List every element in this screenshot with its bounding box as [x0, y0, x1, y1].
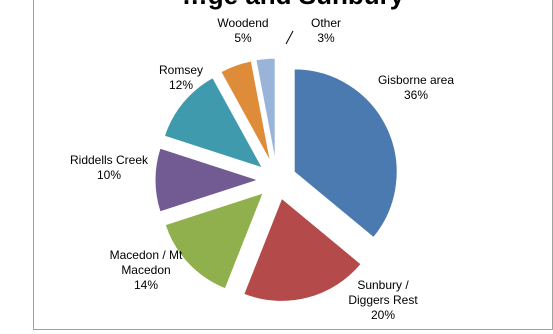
- pie-slice-gisborne-area: [293, 68, 398, 239]
- pie-slice-macedon-mt-macedon: [164, 192, 265, 290]
- slice-label: Gisborne area 36%: [378, 73, 454, 102]
- slice-label: Romsey 12%: [159, 63, 203, 92]
- pie-slice-woodend: [220, 60, 272, 163]
- pie-slice-sunbury-diggers-rest: [243, 197, 362, 302]
- slice-label: Other 3%: [311, 16, 341, 45]
- pie-slice-other: [255, 57, 276, 162]
- chart-title: …ge and Sunbury: [33, 0, 553, 11]
- pie-slice-romsey: [163, 76, 264, 169]
- slice-label: Sunbury / Diggers Rest 20%: [348, 278, 418, 322]
- slice-label: Woodend 5%: [217, 16, 268, 45]
- slice-label: Macedon / Mt Macedon 14%: [110, 248, 183, 292]
- pie-slice-riddells-creek: [154, 147, 260, 213]
- other-leader-line: [285, 30, 294, 45]
- slice-label: Riddells Creek 10%: [70, 153, 149, 182]
